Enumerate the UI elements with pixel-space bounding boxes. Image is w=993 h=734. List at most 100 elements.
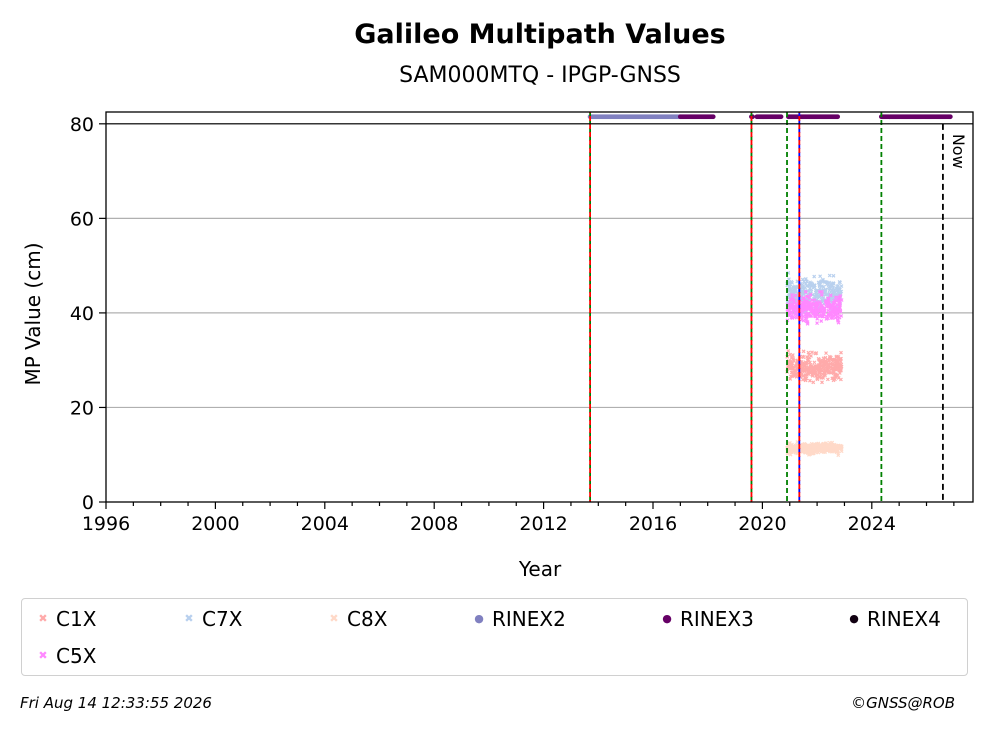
point-C1X xyxy=(803,378,808,383)
point-C1X xyxy=(811,369,816,374)
point-C5X xyxy=(805,321,810,326)
point-C5X xyxy=(810,306,815,311)
x-tick-label: 1996 xyxy=(82,513,130,535)
point-C7X xyxy=(819,279,824,284)
point-RINEX3 xyxy=(947,114,953,120)
point-C1X xyxy=(822,368,827,373)
point-C1X xyxy=(821,364,825,369)
point-C7X xyxy=(828,286,833,291)
footer-timestamp: Fri Aug 14 12:33:55 2026 xyxy=(20,694,212,712)
point-C7X xyxy=(838,280,842,285)
point-C1X xyxy=(816,369,821,374)
point-C1X xyxy=(788,374,793,379)
point-C1X xyxy=(833,372,838,377)
point-RINEX3 xyxy=(835,114,841,120)
point-C1X xyxy=(790,355,795,360)
point-C5X xyxy=(837,305,842,310)
point-C8X xyxy=(810,451,815,456)
x-tick-label: 2000 xyxy=(191,513,239,535)
point-C5X xyxy=(802,300,807,305)
point-C7X xyxy=(818,274,823,279)
point-C1X xyxy=(794,363,799,368)
point-C1X xyxy=(801,373,806,378)
point-C5X xyxy=(819,319,824,324)
point-RINEX3 xyxy=(778,114,784,120)
legend-item-c8x: ✖ C8X xyxy=(329,609,387,631)
legend-label: RINEX4 xyxy=(867,607,941,631)
point-C8X xyxy=(817,444,821,449)
point-C1X xyxy=(834,355,839,360)
point-C1X xyxy=(834,360,839,365)
point-C1X xyxy=(806,350,811,355)
point-C1X xyxy=(819,359,824,364)
point-C8X xyxy=(813,449,818,454)
legend-label: C7X xyxy=(202,607,243,631)
point-C1X xyxy=(817,363,822,368)
legend-item-rinex3: ● RINEX3 xyxy=(662,609,754,631)
legend-item-rinex4: ● RINEX4 xyxy=(849,609,941,631)
point-C8X xyxy=(790,442,794,447)
point-C7X xyxy=(803,281,808,286)
point-C8X xyxy=(824,441,829,445)
legend: ✖ C1X ✖ C7X ✖ C8X ● RINEX2 ● RINEX3 ● RINEX4 ✖ C5X xyxy=(21,598,968,676)
legend-marker-icon: ✖ xyxy=(184,611,194,625)
point-C1X xyxy=(811,380,816,385)
point-C1X xyxy=(786,349,791,353)
point-C1X xyxy=(839,350,843,355)
point-C1X xyxy=(788,377,793,381)
point-C1X xyxy=(812,360,817,365)
point-C1X xyxy=(808,363,813,367)
point-C5X xyxy=(820,306,825,311)
legend-label: C1X xyxy=(56,607,97,631)
chart-title: Galileo Multipath Values xyxy=(354,19,726,50)
point-C1X xyxy=(810,372,815,377)
point-C5X xyxy=(812,298,817,302)
point-C8X xyxy=(830,449,834,454)
point-C5X xyxy=(791,297,796,302)
point-C5X xyxy=(807,296,812,301)
point-C8X xyxy=(793,450,798,455)
point-C5X xyxy=(817,299,822,304)
point-C8X xyxy=(799,443,804,448)
point-C7X xyxy=(800,277,805,282)
point-C8X xyxy=(832,445,837,450)
point-C8X xyxy=(793,445,798,450)
x-tick-label: 2024 xyxy=(848,513,896,535)
point-C1X xyxy=(825,377,830,382)
point-C8X xyxy=(800,449,805,454)
point-C8X xyxy=(803,443,808,448)
x-tick-label: 2008 xyxy=(410,513,458,535)
point-C1X xyxy=(822,360,827,364)
point-C5X xyxy=(813,314,818,319)
legend-item-c7x: ✖ C7X xyxy=(184,609,242,631)
point-C5X xyxy=(809,302,813,307)
y-tick-label: 80 xyxy=(70,114,94,136)
point-C7X xyxy=(827,273,832,278)
point-C5X xyxy=(789,297,793,302)
x-tick-label: 2004 xyxy=(301,513,349,535)
point-C1X xyxy=(806,372,811,376)
point-C1X xyxy=(830,366,835,371)
legend-label: RINEX3 xyxy=(680,607,754,631)
legend-label: C8X xyxy=(347,607,388,631)
point-C1X xyxy=(814,374,818,378)
point-C1X xyxy=(824,351,828,356)
x-tick-label: 2016 xyxy=(629,513,677,535)
point-C7X xyxy=(827,284,832,288)
point-C8X xyxy=(836,453,841,458)
point-C8X xyxy=(813,442,817,447)
point-C7X xyxy=(795,279,800,284)
legend-marker-icon: ● xyxy=(662,611,672,625)
point-C5X xyxy=(824,317,829,321)
point-C7X xyxy=(817,283,822,288)
point-C1X xyxy=(816,356,821,361)
point-C8X xyxy=(816,450,821,455)
point-C8X xyxy=(823,446,828,451)
point-C1X xyxy=(815,376,820,380)
point-C1X xyxy=(809,354,813,358)
point-C1X xyxy=(820,380,824,385)
point-C7X xyxy=(814,295,818,299)
point-C7X xyxy=(812,283,817,288)
x-tick-label: 2020 xyxy=(738,513,786,535)
point-C1X xyxy=(837,371,842,375)
